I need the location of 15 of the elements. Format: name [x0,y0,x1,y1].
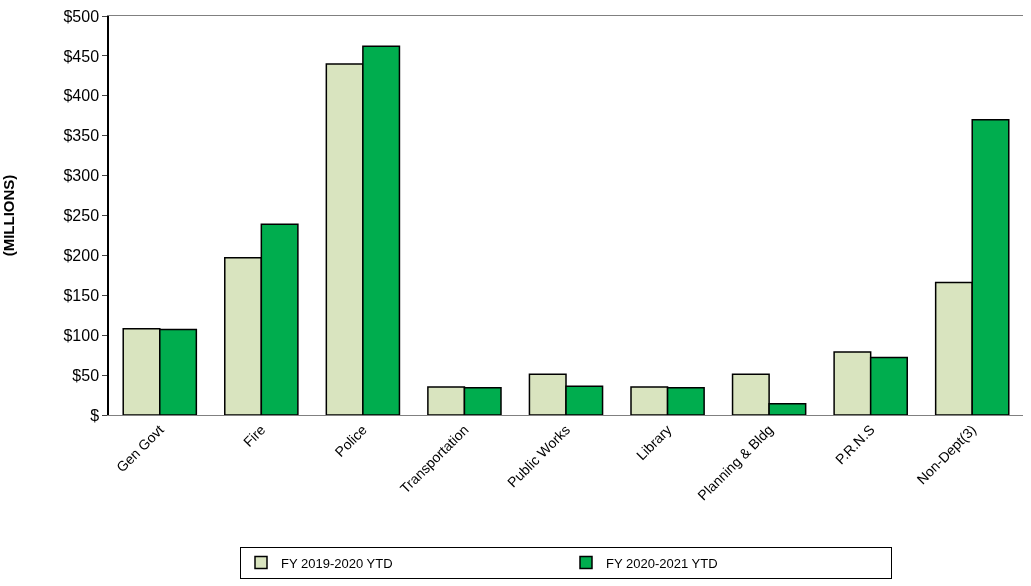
y-tick-label: $150 [63,286,100,304]
legend-label: FY 2020-2021 YTD [606,555,718,571]
y-tick-label: $350 [63,127,100,145]
y-tick-label: $500 [63,7,100,25]
legend-label: FY 2019-2020 YTD [281,555,393,571]
y-tick-label: $400 [63,87,100,105]
y-tick-label: $450 [63,47,100,65]
y-tick-label: $ [90,406,100,424]
y-tick-label: $250 [63,207,100,225]
y-axis-title: (MILLIONS) [0,174,18,257]
y-tick-label: $200 [63,247,100,264]
y-tick-label: $50 [72,366,100,384]
y-tick-label: $100 [63,326,100,344]
x-tick-label: Fire [240,421,269,450]
y-tick-label: $300 [63,167,100,185]
